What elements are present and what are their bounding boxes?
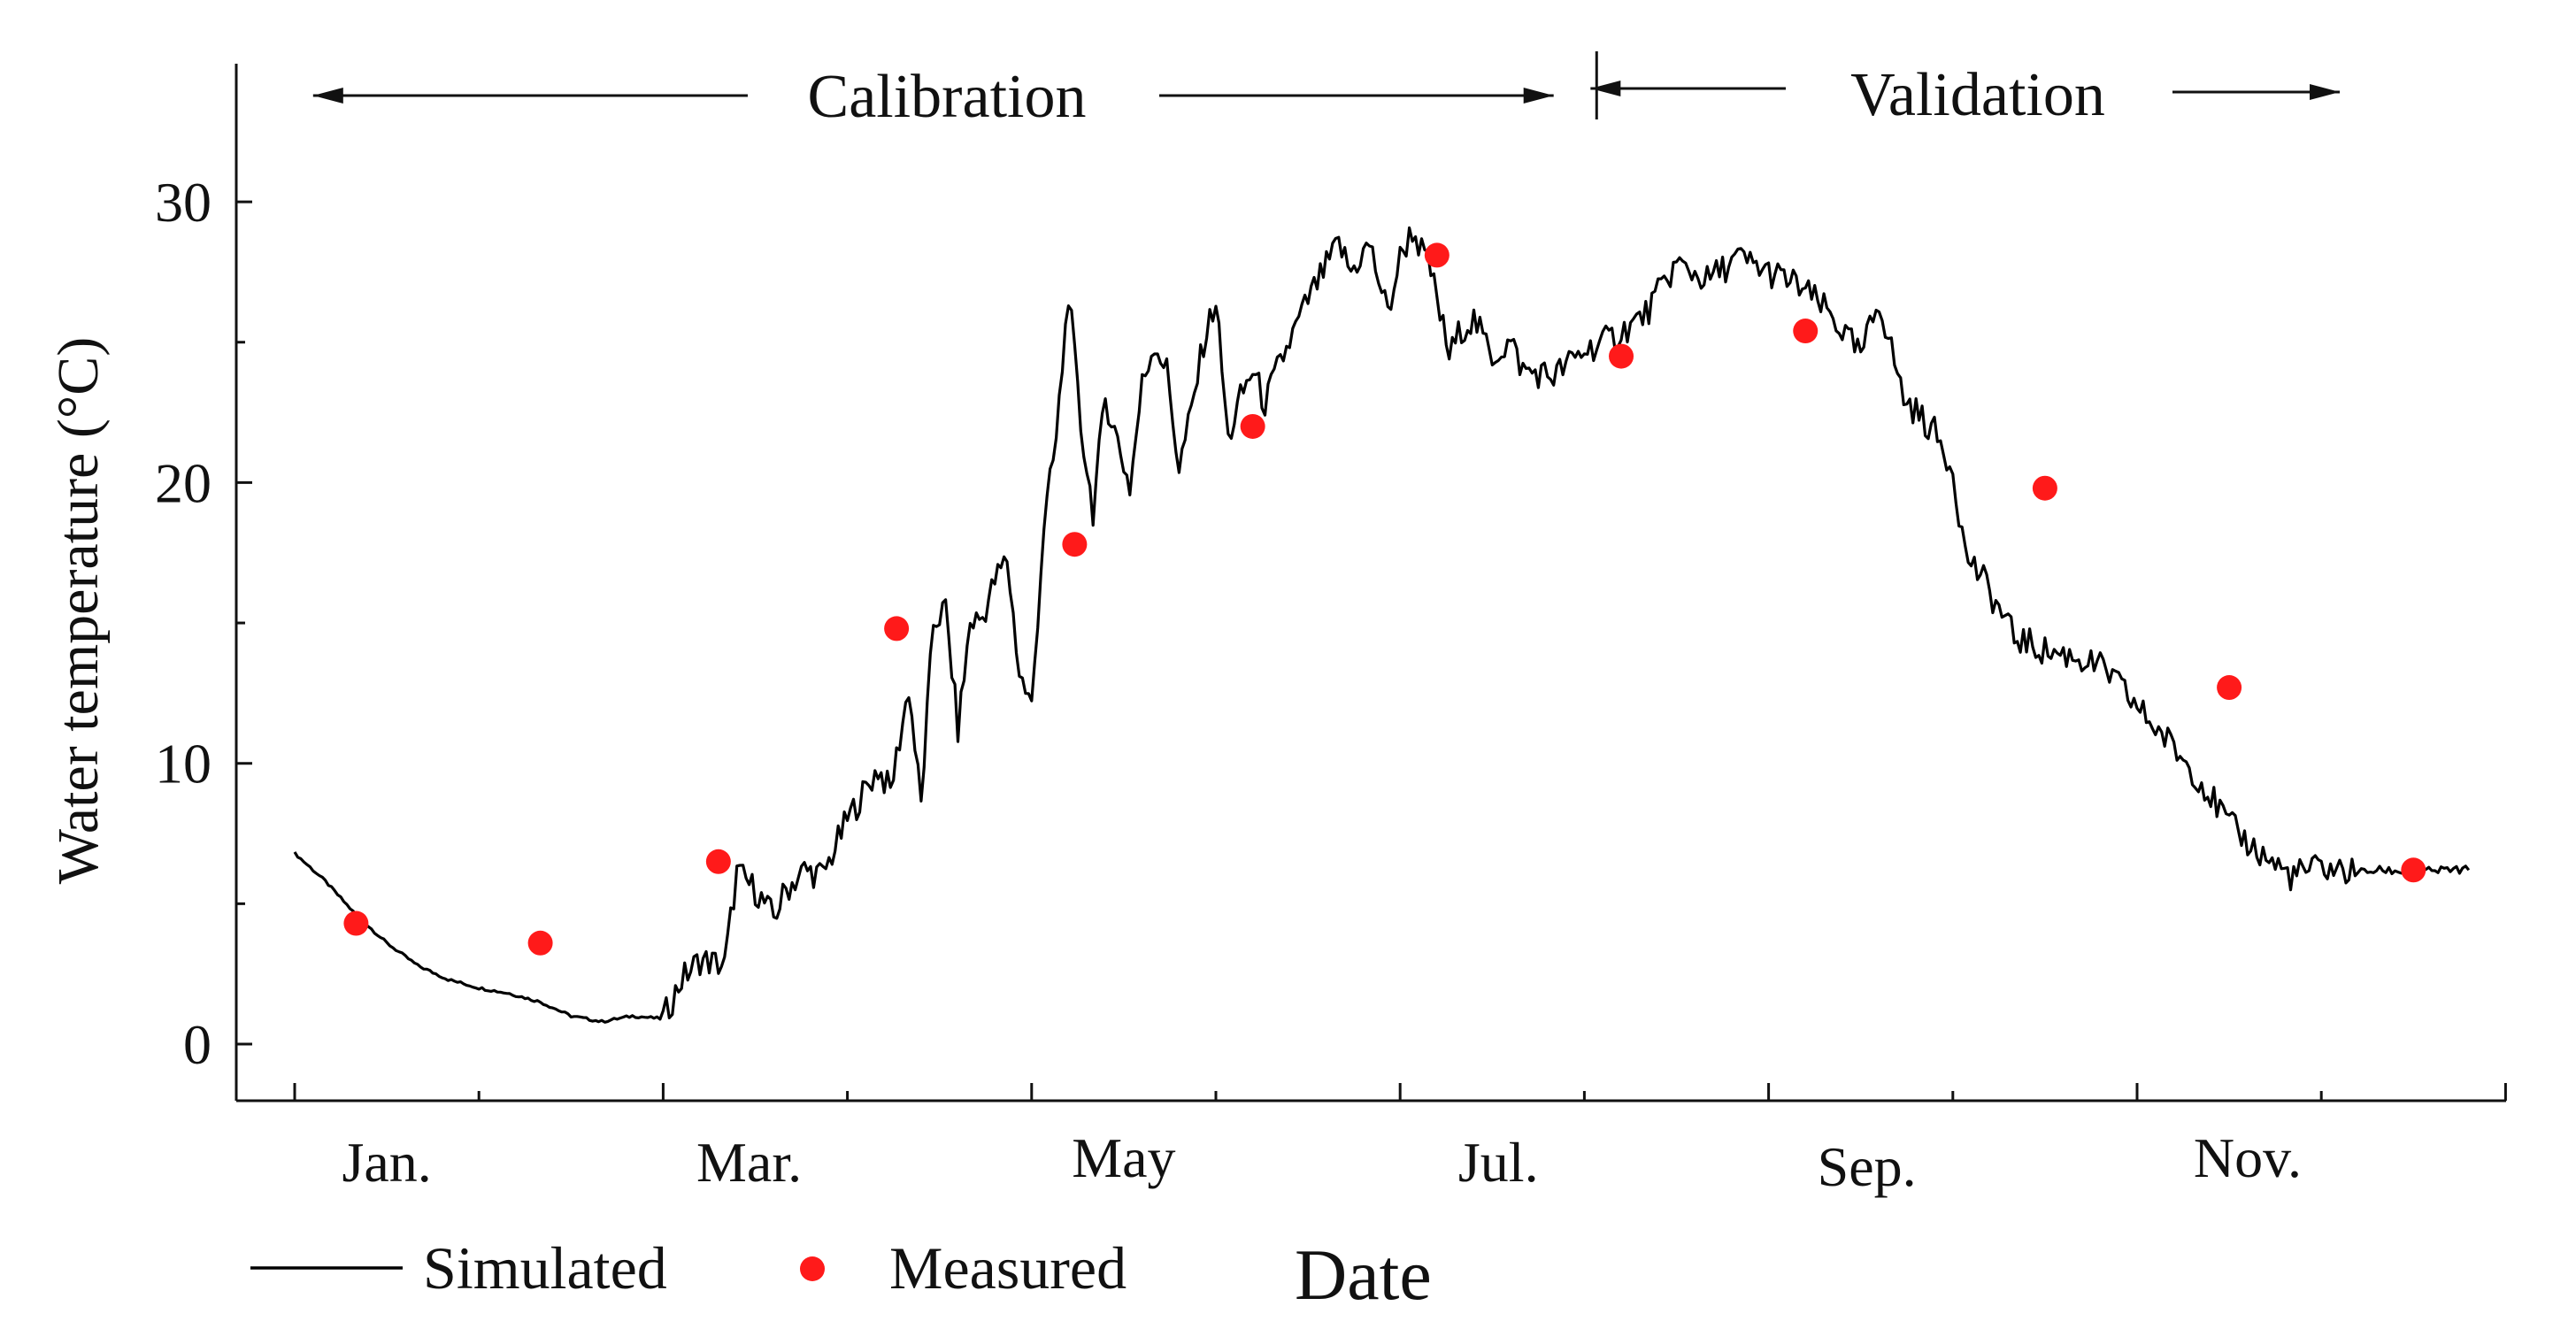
calibration-label: Calibration (808, 63, 1087, 131)
period-annotations: Calibration Validation (312, 51, 2341, 131)
validation-label: Validation (1850, 61, 2105, 129)
x-axis-label: Date (1295, 1234, 1432, 1315)
measured-point (1793, 319, 1819, 344)
legend: Simulated Measured (250, 1234, 1127, 1302)
measured-point (343, 910, 369, 936)
measured-point (1609, 343, 1634, 369)
legend-measured-marker (800, 1256, 825, 1281)
x-tick-label: May (1072, 1126, 1175, 1189)
x-tick-label: Jul. (1458, 1131, 1539, 1194)
x-tick-label: Sep. (1818, 1135, 1917, 1198)
validation-arrowhead-right (2310, 84, 2341, 100)
measured-point (1240, 413, 1265, 439)
measured-point (884, 616, 910, 641)
calibration-arrowhead-right (1523, 88, 1554, 104)
y-tick-label: 30 (155, 171, 211, 234)
measured-point (2217, 675, 2242, 701)
axes (235, 64, 2506, 1102)
y-tick-label: 0 (183, 1013, 211, 1076)
y-tick-label: 10 (155, 733, 211, 795)
y-ticks: 0 10 20 30 (155, 171, 252, 1076)
x-tick-labels: Jan. Mar. May Jul. Sep. Nov. (342, 1126, 2302, 1198)
measured-point (1062, 532, 1088, 557)
legend-measured-label: Measured (889, 1234, 1127, 1302)
validation-arrowhead-left (1590, 81, 1621, 96)
x-ticks (293, 1083, 2507, 1101)
simulated-series-line (293, 226, 2471, 1024)
measured-point (2032, 475, 2057, 501)
measured-point (527, 930, 553, 956)
calibration-arrowhead-left (312, 88, 343, 104)
y-axis-label: Water temperature (°C) (46, 337, 111, 884)
x-tick-label: Mar. (696, 1131, 802, 1194)
measured-point (2401, 857, 2426, 883)
legend-simulated-label: Simulated (423, 1234, 667, 1302)
y-tick-label: 20 (155, 451, 211, 514)
x-tick-label: Nov. (2194, 1126, 2302, 1189)
measured-point (705, 849, 731, 874)
measured-point (1424, 242, 1449, 268)
x-tick-label: Jan. (342, 1131, 431, 1194)
plot-area (293, 226, 2471, 1024)
